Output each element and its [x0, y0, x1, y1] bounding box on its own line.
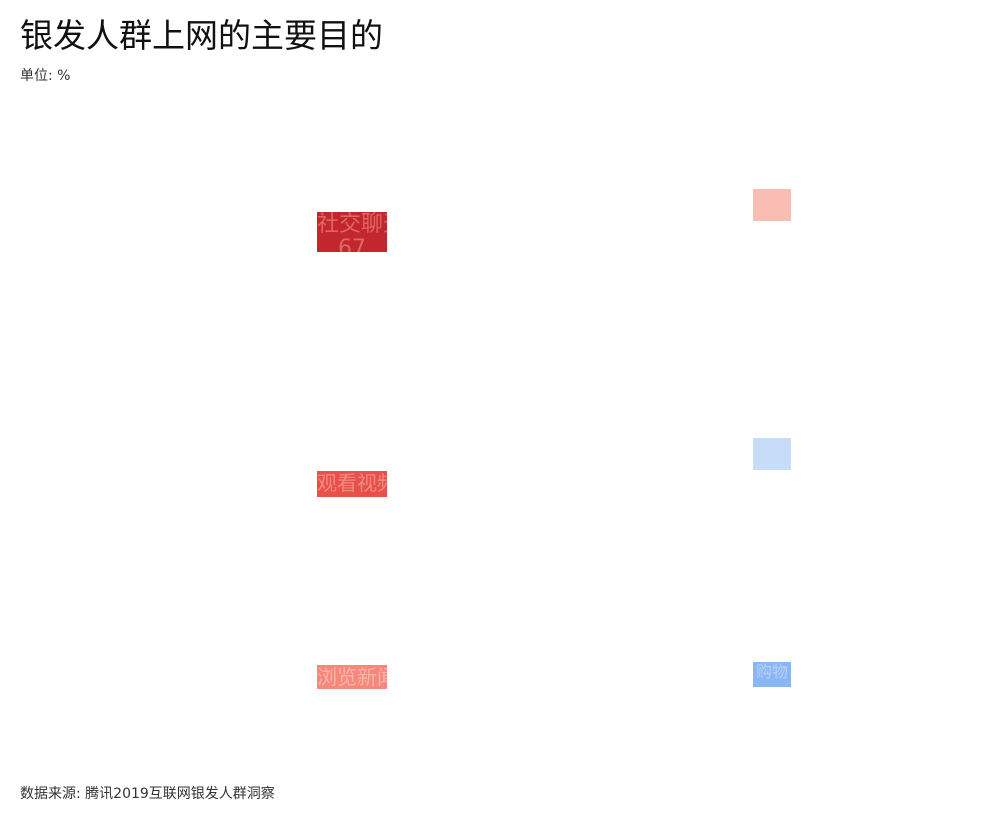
data-source-note: 数据来源: 腾讯2019互联网银发人群洞察	[20, 786, 275, 802]
treemap-tile-3: 浏览新闻41	[317, 665, 387, 689]
treemap-tile-1: 社交聊天67	[317, 212, 387, 252]
tile-label: 浏览新闻	[317, 665, 387, 689]
chart-unit-label: 单位: %	[20, 68, 71, 84]
tile-label: 观看视频	[317, 471, 387, 495]
treemap-tile-2: 观看视频44	[317, 471, 387, 497]
treemap-tile-5	[753, 438, 791, 470]
tile-label: 购物	[755, 662, 788, 681]
treemap-tile-4	[753, 189, 791, 221]
chart-title: 银发人群上网的主要目的	[20, 16, 383, 55]
tile-label: 社交聊天	[317, 212, 387, 237]
tile-value: 67	[338, 236, 366, 253]
treemap-tile-6: 购物	[753, 662, 791, 687]
tile-value: 44	[317, 495, 387, 497]
